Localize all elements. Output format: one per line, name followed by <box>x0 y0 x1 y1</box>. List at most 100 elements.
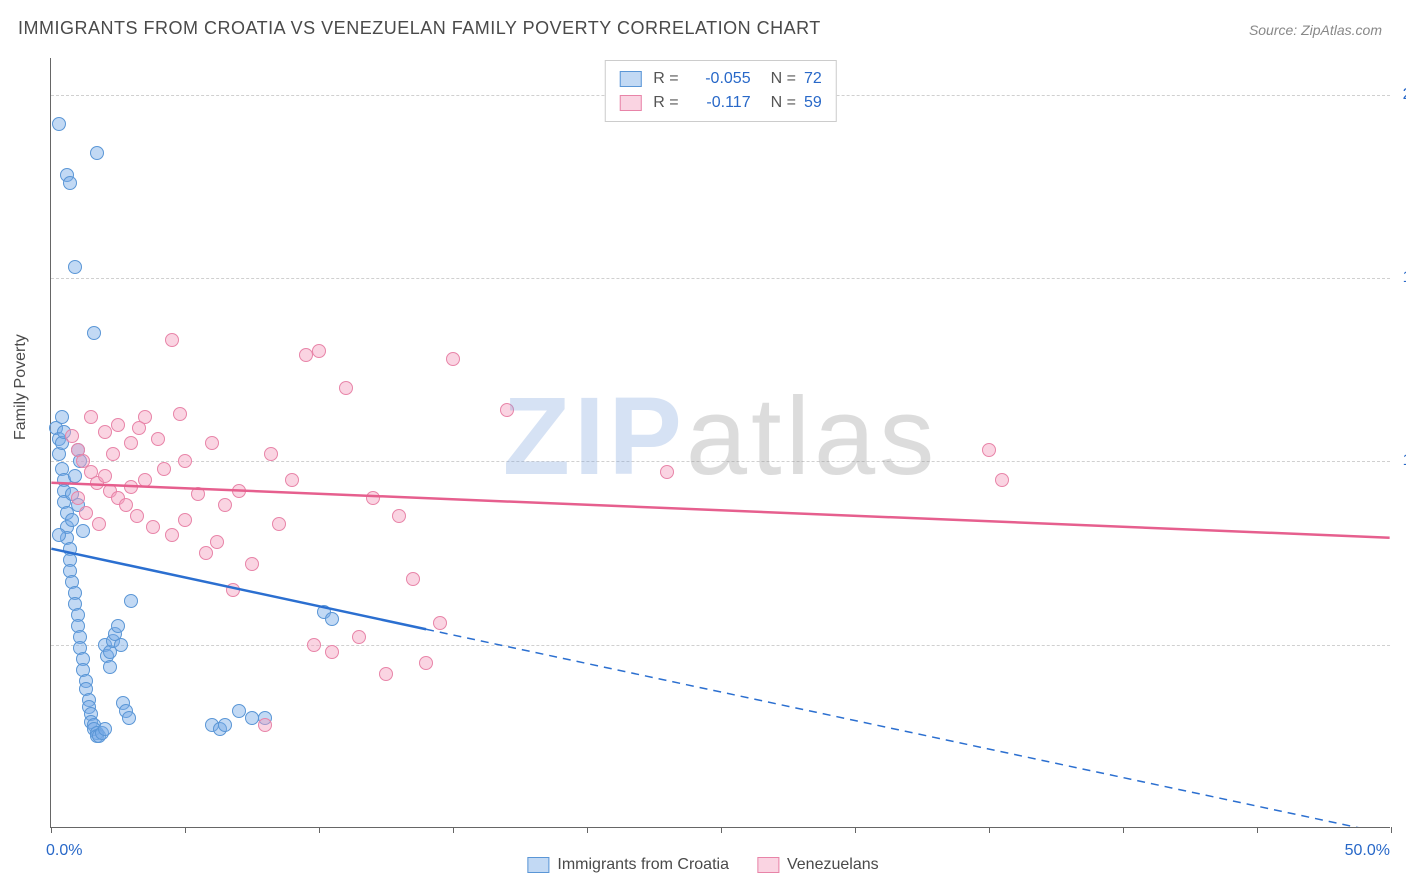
data-point-venezuela <box>79 506 93 520</box>
data-point-venezuela <box>226 583 240 597</box>
x-tick <box>587 827 588 833</box>
data-point-croatia <box>245 711 259 725</box>
data-point-venezuela <box>199 546 213 560</box>
data-point-croatia <box>90 146 104 160</box>
data-point-venezuela <box>98 425 112 439</box>
watermark-atlas: atlas <box>686 375 938 498</box>
swatch-venezuela <box>619 95 641 111</box>
x-tick <box>721 827 722 833</box>
data-point-croatia <box>98 722 112 736</box>
data-point-venezuela <box>119 498 133 512</box>
data-point-venezuela <box>352 630 366 644</box>
y-tick-label: 15.0% <box>1403 269 1406 287</box>
r-label: R = <box>653 67 678 91</box>
data-point-venezuela <box>165 333 179 347</box>
data-point-croatia <box>103 660 117 674</box>
legend-item-croatia: Immigrants from Croatia <box>527 856 729 874</box>
data-point-venezuela <box>660 465 674 479</box>
data-point-croatia <box>124 594 138 608</box>
data-point-venezuela <box>366 491 380 505</box>
data-point-venezuela <box>65 429 79 443</box>
data-point-venezuela <box>173 407 187 421</box>
plot-area: ZIPatlas R = -0.055 N = 72 R = -0.117 N … <box>50 58 1390 828</box>
data-point-venezuela <box>232 484 246 498</box>
data-point-venezuela <box>157 462 171 476</box>
x-tick <box>1391 827 1392 833</box>
data-point-venezuela <box>210 535 224 549</box>
data-point-venezuela <box>191 487 205 501</box>
n-value-venezuela: 59 <box>804 91 822 115</box>
gridline <box>51 645 1390 646</box>
data-point-venezuela <box>500 403 514 417</box>
data-point-croatia <box>232 704 246 718</box>
n-label: N = <box>771 91 796 115</box>
data-point-croatia <box>325 612 339 626</box>
data-point-venezuela <box>982 443 996 457</box>
data-point-croatia <box>68 469 82 483</box>
data-point-venezuela <box>151 432 165 446</box>
data-point-venezuela <box>264 447 278 461</box>
x-tick-label-min: 0.0% <box>46 842 82 860</box>
data-point-venezuela <box>245 557 259 571</box>
data-point-croatia <box>55 410 69 424</box>
r-value-croatia: -0.055 <box>687 67 751 91</box>
data-point-venezuela <box>165 528 179 542</box>
data-point-venezuela <box>285 473 299 487</box>
series-legend: Immigrants from Croatia Venezuelans <box>527 856 878 874</box>
data-point-venezuela <box>98 469 112 483</box>
data-point-venezuela <box>124 436 138 450</box>
x-tick <box>855 827 856 833</box>
x-tick-label-max: 50.0% <box>1345 842 1390 860</box>
legend-row-croatia: R = -0.055 N = 72 <box>619 67 821 91</box>
correlation-legend: R = -0.055 N = 72 R = -0.117 N = 59 <box>604 60 836 122</box>
data-point-venezuela <box>258 718 272 732</box>
r-value-venezuela: -0.117 <box>687 91 751 115</box>
data-point-venezuela <box>419 656 433 670</box>
gridline <box>51 278 1390 279</box>
x-tick <box>185 827 186 833</box>
swatch-croatia-bottom <box>527 857 549 873</box>
data-point-venezuela <box>995 473 1009 487</box>
y-tick-label: 10.0% <box>1403 452 1406 470</box>
data-point-croatia <box>63 176 77 190</box>
data-point-venezuela <box>84 410 98 424</box>
x-tick <box>1123 827 1124 833</box>
data-point-venezuela <box>111 418 125 432</box>
data-point-venezuela <box>106 447 120 461</box>
data-point-venezuela <box>312 344 326 358</box>
data-point-venezuela <box>92 517 106 531</box>
data-point-venezuela <box>71 491 85 505</box>
data-point-venezuela <box>325 645 339 659</box>
data-point-venezuela <box>218 498 232 512</box>
data-point-croatia <box>65 513 79 527</box>
data-point-venezuela <box>433 616 447 630</box>
data-point-venezuela <box>392 509 406 523</box>
x-tick <box>51 827 52 833</box>
gridline <box>51 461 1390 462</box>
data-point-croatia <box>111 619 125 633</box>
data-point-venezuela <box>178 454 192 468</box>
data-point-croatia <box>68 260 82 274</box>
data-point-croatia <box>218 718 232 732</box>
data-point-venezuela <box>379 667 393 681</box>
watermark: ZIPatlas <box>503 373 938 500</box>
data-point-venezuela <box>339 381 353 395</box>
data-point-venezuela <box>124 480 138 494</box>
data-point-venezuela <box>146 520 160 534</box>
data-point-croatia <box>87 326 101 340</box>
legend-label-venezuela: Venezuelans <box>787 856 879 874</box>
data-point-croatia <box>122 711 136 725</box>
x-tick <box>1257 827 1258 833</box>
n-value-croatia: 72 <box>804 67 822 91</box>
legend-label-croatia: Immigrants from Croatia <box>557 856 729 874</box>
source-attribution: Source: ZipAtlas.com <box>1249 22 1382 38</box>
r-label: R = <box>653 91 678 115</box>
swatch-venezuela-bottom <box>757 857 779 873</box>
data-point-venezuela <box>446 352 460 366</box>
data-point-venezuela <box>138 473 152 487</box>
data-point-croatia <box>76 524 90 538</box>
legend-item-venezuela: Venezuelans <box>757 856 879 874</box>
watermark-zip: ZIP <box>503 375 686 498</box>
y-axis-label: Family Poverty <box>12 334 30 440</box>
data-point-venezuela <box>307 638 321 652</box>
